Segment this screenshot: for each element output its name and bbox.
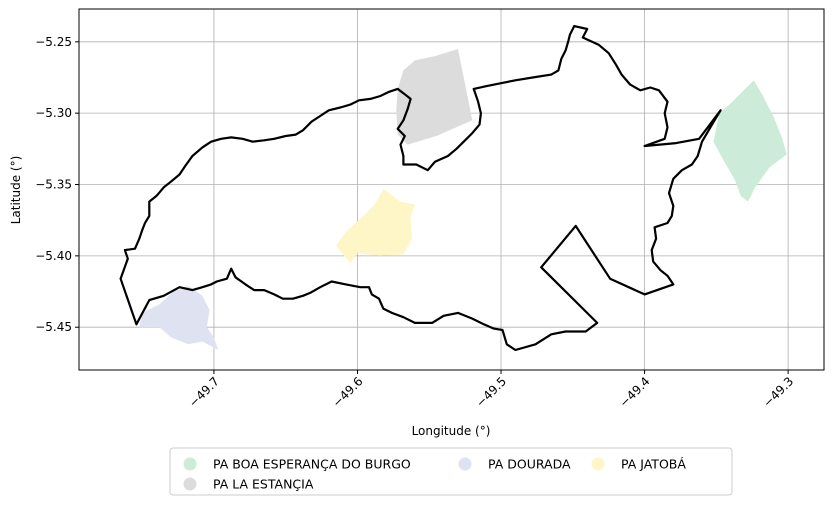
plot-frame xyxy=(78,8,825,371)
legend-label-0: PA BOA ESPERANÇA DO BURGO xyxy=(213,457,411,472)
y-axis-title: Latitude (°) xyxy=(9,156,23,225)
y-tick-label-3: −5.40 xyxy=(35,249,72,263)
grid-lines xyxy=(79,9,824,370)
y-tick-label-0: −5.25 xyxy=(35,35,72,49)
legend-label-1: PA DOURADA xyxy=(488,457,571,472)
area-pa-boa-esperan-a-do-burgo xyxy=(713,80,787,202)
y-tick-label-4: −5.45 xyxy=(35,320,72,334)
legend-swatch-1 xyxy=(458,457,472,471)
legend-label-3: PA LA ESTANÇIA xyxy=(213,477,314,492)
x-axis-title: Longitude (°) xyxy=(412,424,491,438)
legend-swatch-0 xyxy=(183,457,197,471)
municipality-boundary xyxy=(119,25,722,352)
area-pa-dourada xyxy=(139,285,219,350)
area-pa-jatob- xyxy=(335,188,415,263)
y-tick-label-1: −5.30 xyxy=(35,106,72,120)
legend-label-2: PA JATOBÁ xyxy=(621,457,686,472)
settlement-areas xyxy=(139,49,787,350)
legend: PA BOA ESPERANÇA DO BURGO PA DOURADA PA JA… xyxy=(169,447,733,496)
legend-box xyxy=(169,447,733,496)
y-tick-label-2: −5.35 xyxy=(35,178,72,192)
boundary-outline xyxy=(119,25,722,352)
legend-swatch-3 xyxy=(183,477,197,491)
area-pa-la-estan-ia xyxy=(396,49,473,145)
legend-swatch-2 xyxy=(591,457,605,471)
